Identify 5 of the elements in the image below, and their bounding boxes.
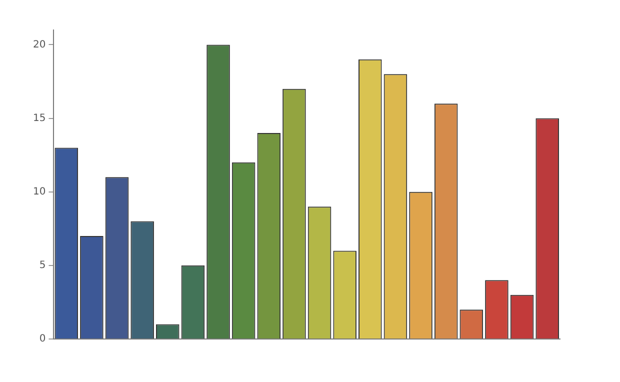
y-tick-label: 5 bbox=[39, 260, 46, 272]
y-tick-label: 15 bbox=[32, 112, 46, 124]
y-tick-label: 0 bbox=[39, 334, 46, 345]
y-tick-label: 20 bbox=[32, 39, 46, 50]
y-tick-label: 10 bbox=[32, 186, 46, 198]
